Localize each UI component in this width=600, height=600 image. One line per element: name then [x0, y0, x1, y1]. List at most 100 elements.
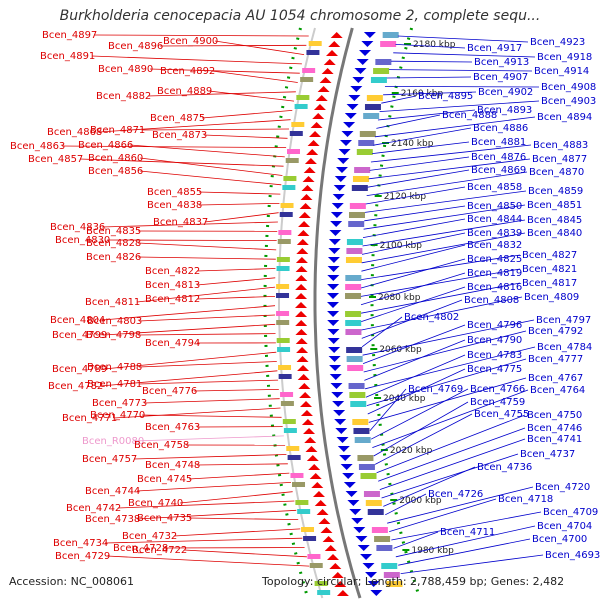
reverse-gene-arrow [330, 221, 343, 227]
right-gene-label: Bcen_4894 [537, 112, 592, 123]
left-gene-label: Bcen_4866 [78, 140, 133, 151]
left-leader-line [159, 44, 307, 47]
feature-block [276, 257, 290, 262]
reverse-gene-arrow [351, 518, 364, 524]
right-leader-line [364, 205, 466, 222]
right-gene-label: Bcen_4886 [473, 123, 528, 134]
right-leader-line [376, 414, 526, 474]
right-leader-line [361, 232, 526, 264]
reverse-gene-arrow [348, 95, 361, 101]
feature-block [381, 563, 398, 569]
reverse-gene-arrow [327, 329, 340, 335]
left-gene-label: Bcen_4776 [142, 386, 197, 397]
forward-gene-arrow [295, 302, 308, 308]
forward-gene-arrow [315, 95, 328, 101]
forward-gene-arrow [301, 419, 314, 425]
right-leader-line [367, 368, 466, 415]
left-leader-line [196, 268, 276, 272]
right-gene-label: Bcen_4755 [474, 409, 529, 420]
forward-gene-arrow [297, 365, 310, 371]
right-gene-label: Bcen_4914 [534, 66, 589, 77]
reverse-gene-arrow [328, 239, 341, 245]
left-gene-label: Bcen_4868 [47, 127, 102, 138]
right-leader-line [393, 52, 536, 58]
feature-block [356, 149, 373, 155]
left-gene-label: Bcen_4897 [42, 30, 97, 41]
left-leader-line [61, 145, 287, 148]
forward-gene-arrow [295, 293, 308, 299]
reverse-gene-arrow [332, 401, 345, 407]
left-gene-label: Bcen_4742 [66, 503, 121, 514]
forward-gene-arrow [302, 176, 315, 182]
left-gene-label: Bcen_4882 [96, 91, 151, 102]
right-gene-label: Bcen_4736 [477, 462, 532, 473]
right-gene-label: Bcen_4895 [418, 91, 473, 102]
left-gene-label: Bcen_4803 [87, 316, 142, 327]
right-gene-label: Bcen_4918 [537, 52, 592, 63]
reverse-gene-arrow [328, 248, 341, 254]
left-gene-label: Bcen_4722 [132, 545, 187, 556]
right-gene-label: Bcen_4907 [473, 72, 528, 83]
feature-block [374, 536, 391, 542]
feature-block [282, 185, 296, 190]
right-gene-label: Bcen_4908 [541, 82, 596, 93]
right-leader-line [361, 254, 521, 280]
feature-block [351, 185, 368, 191]
feature-block [279, 212, 293, 217]
left-gene-label: Bcen_4728 [113, 543, 168, 554]
feature-block [317, 590, 331, 595]
forward-gene-arrow [323, 59, 336, 65]
right-leader-line [360, 258, 466, 289]
left-leader-line [129, 144, 285, 158]
reverse-gene-arrow [329, 230, 342, 236]
feature-block [354, 437, 371, 443]
reverse-gene-arrow [345, 491, 358, 497]
right-leader-line [363, 204, 526, 230]
feature-block [278, 365, 292, 370]
feature-block [294, 104, 308, 109]
left-gene-label: Bcen_4838 [147, 200, 202, 211]
right-leader-line [373, 127, 472, 146]
feature-block [314, 581, 328, 586]
right-leader-line [370, 388, 469, 440]
feature-block [282, 419, 296, 424]
forward-gene-arrow [305, 446, 318, 452]
right-gene-label: Bcen_4877 [532, 154, 587, 165]
right-leader-line [364, 190, 527, 213]
left-gene-label: Bcen_4740 [128, 498, 183, 509]
forward-gene-arrow [296, 356, 309, 362]
feature-block [296, 95, 310, 100]
left-leader-line [196, 463, 288, 466]
reverse-gene-arrow [357, 545, 370, 551]
left-gene-label: Bcen_4781 [87, 379, 142, 390]
left-leader-line [113, 407, 281, 419]
left-gene-label: Bcen_4856 [88, 166, 143, 177]
forward-gene-arrow [311, 482, 324, 488]
feature-block [276, 266, 290, 271]
feature-block [363, 491, 380, 497]
forward-gene-arrow [330, 32, 343, 38]
right-gene-label: Bcen_4883 [533, 140, 588, 151]
feature-block [283, 428, 297, 433]
kbp-tick-label: 2140 kbp [391, 139, 434, 149]
forward-gene-arrow [329, 563, 342, 569]
right-gene-label: Bcen_4790 [467, 335, 522, 346]
feature-block [308, 41, 322, 46]
reverse-gene-arrow [349, 509, 362, 515]
forward-gene-arrow [300, 194, 313, 200]
feature-block [357, 455, 374, 461]
right-gene-label: Bcen_4720 [535, 482, 590, 493]
forward-gene-arrow [303, 428, 316, 434]
forward-gene-arrow [319, 77, 332, 83]
right-gene-label: Bcen_4775 [467, 364, 522, 375]
right-gene-label: Bcen_4809 [524, 292, 579, 303]
right-leader-line [388, 69, 533, 72]
left-gene-label: Bcen_4835 [86, 226, 141, 237]
kbp-tick-label: 2020 kbp [390, 446, 433, 456]
right-gene-label: Bcen_4741 [527, 434, 582, 445]
right-leader-line [373, 401, 469, 457]
right-gene-label: Bcen_4902 [478, 87, 533, 98]
right-gene-label: Bcen_4844 [467, 214, 522, 225]
right-gene-label: Bcen_4888 [442, 110, 497, 121]
forward-gene-arrow [300, 410, 313, 416]
